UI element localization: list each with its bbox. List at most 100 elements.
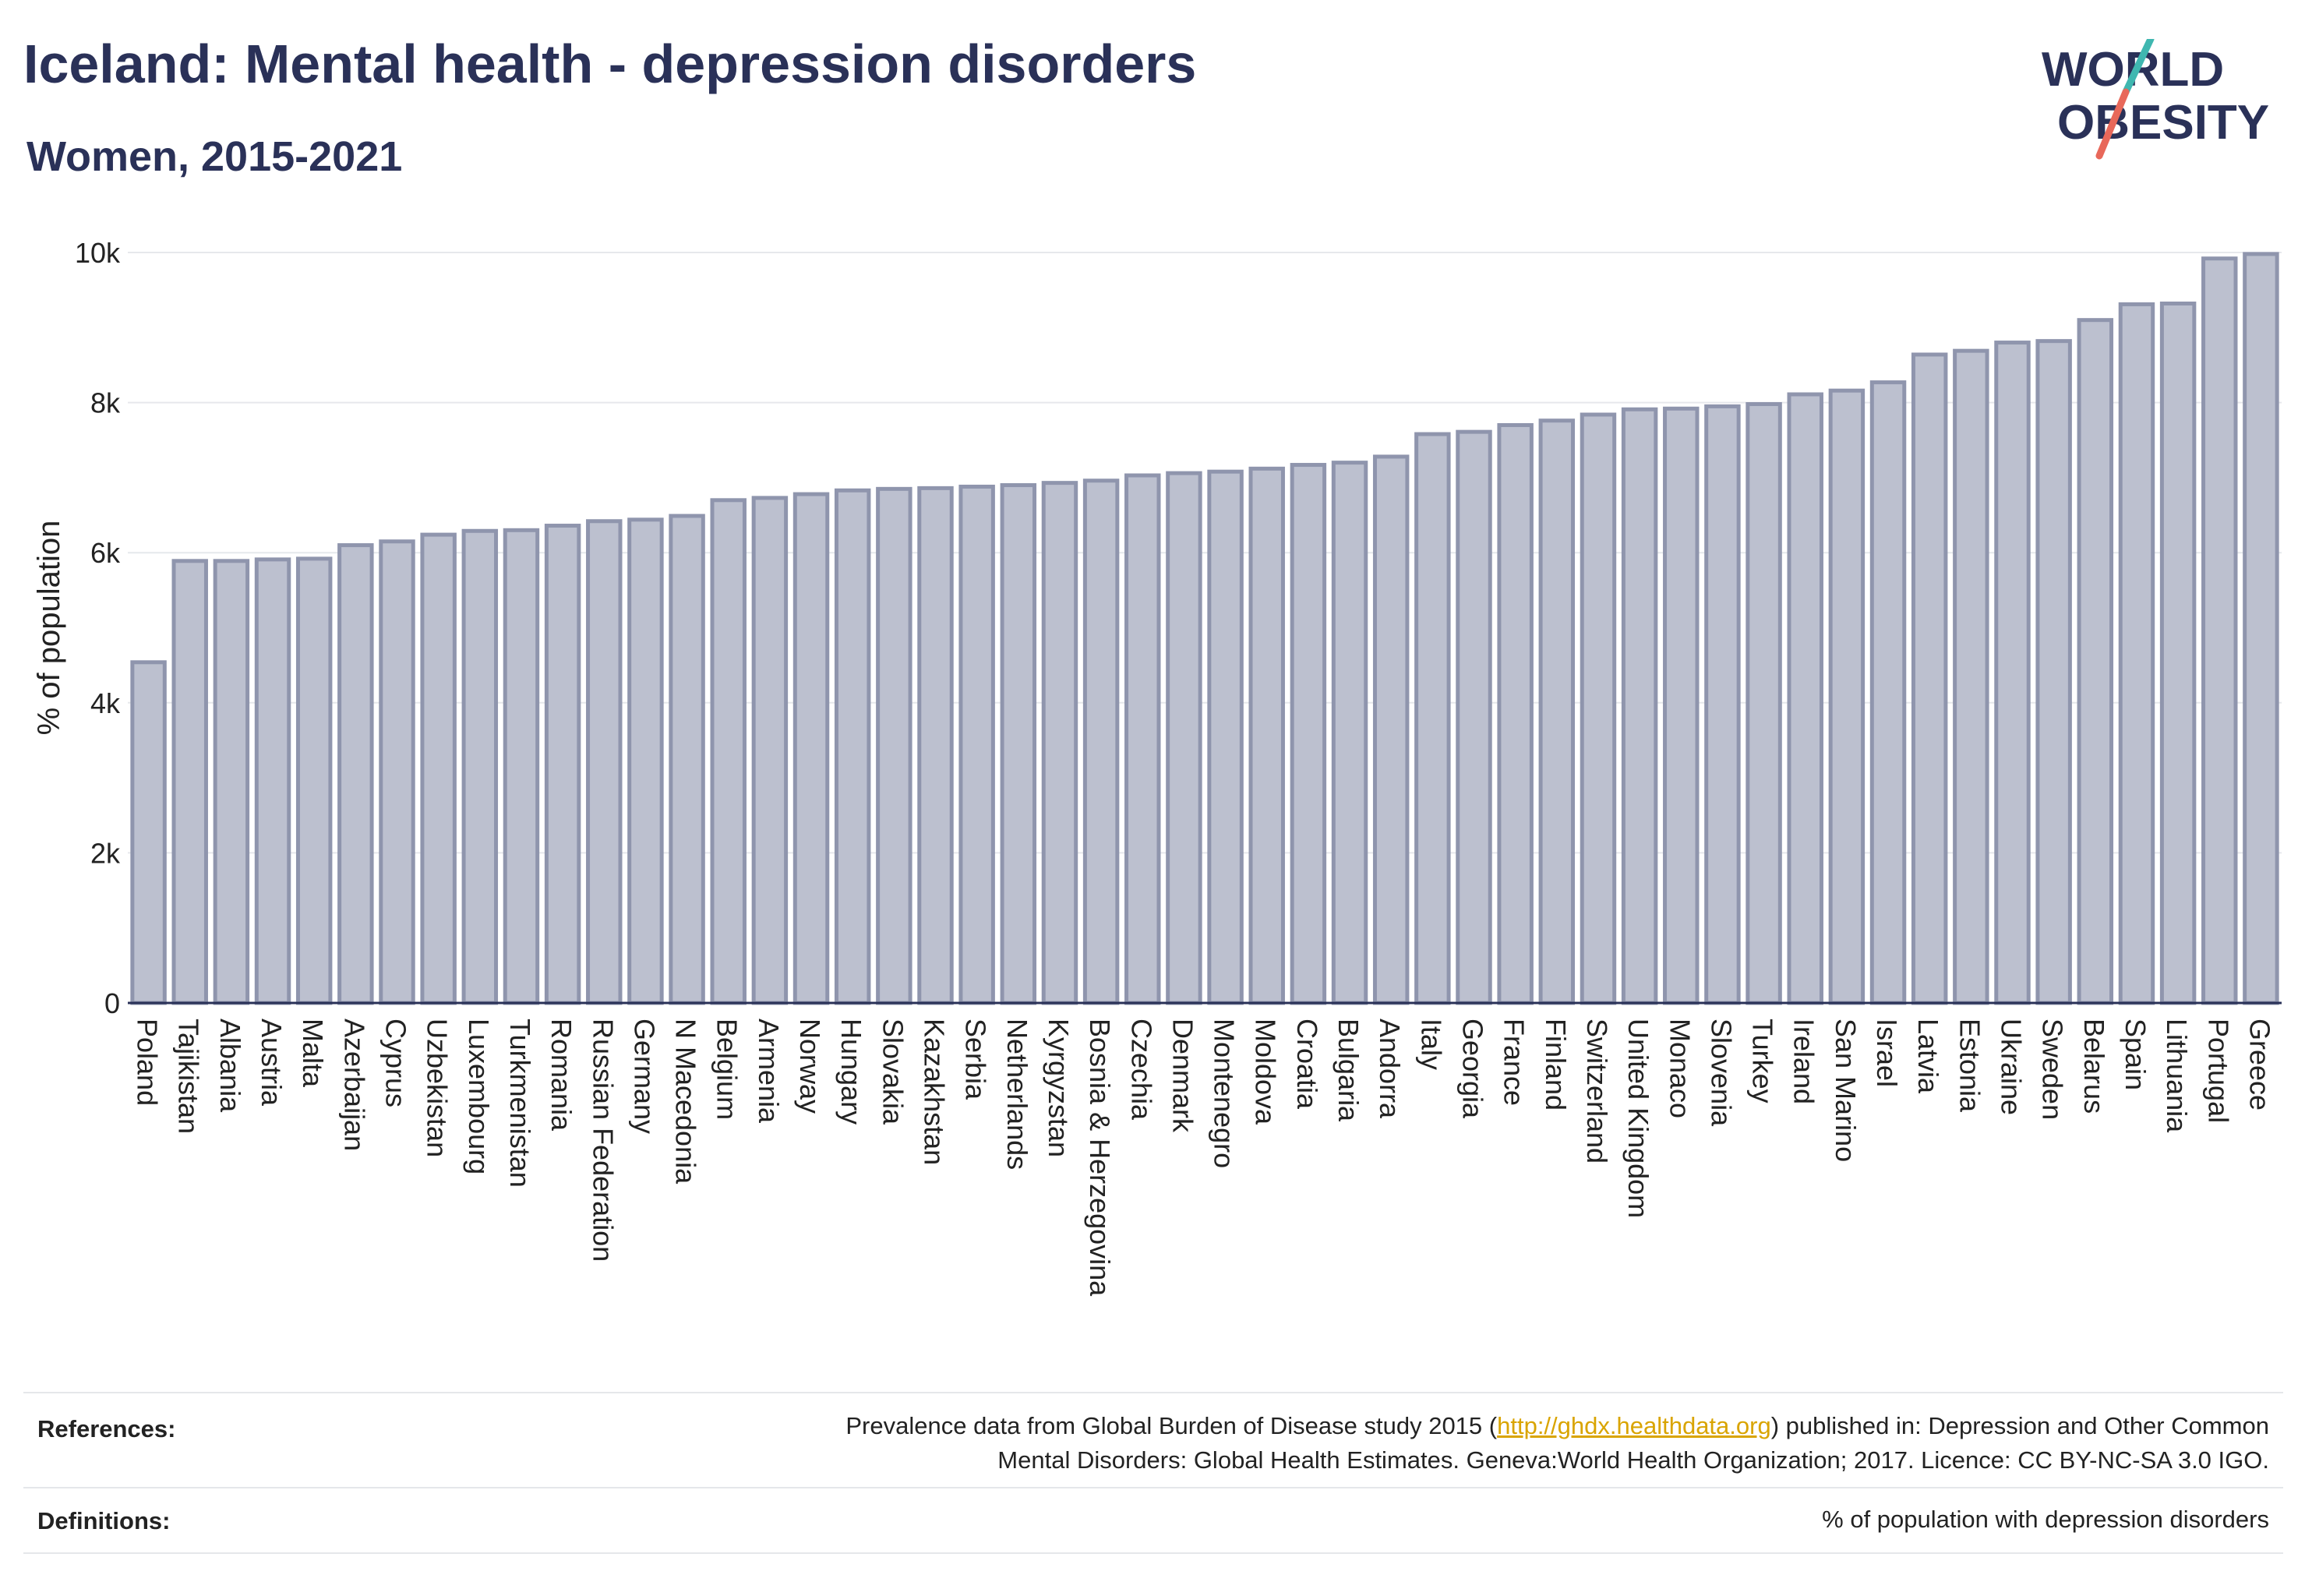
definitions-label: Definitions: [37,1507,171,1534]
bars [130,252,2279,1005]
bar[interactable] [379,539,415,1005]
bar[interactable] [2201,256,2238,1005]
bar[interactable] [627,517,664,1005]
x-tick-label: Belgium [711,1019,743,1120]
x-tick-label: Belarus [2078,1019,2110,1114]
bar[interactable] [876,486,912,1005]
x-tick-label: Serbia [960,1019,992,1100]
bar[interactable] [1456,429,1492,1005]
bar[interactable] [503,528,540,1005]
bar[interactable] [1331,461,1368,1005]
references-row: References: Prevalence data from Global … [23,1392,2283,1488]
bar[interactable] [461,528,499,1005]
world-obesity-logo[interactable]: WORLD OBESITY [2034,39,2291,164]
bar[interactable] [1746,402,1782,1005]
bar[interactable] [1704,404,1741,1005]
x-tick-label: Austria [256,1019,288,1107]
logo-slash-red [2095,88,2130,160]
x-tick-label: Bulgaria [1333,1019,1364,1122]
chart-title: Iceland: Mental health - depression diso… [23,34,1197,94]
bar[interactable] [792,492,830,1005]
bar[interactable] [1869,380,1907,1005]
x-tick-label: Croatia [1291,1019,1323,1110]
x-tick-label: Turkmenistan [504,1019,536,1188]
bar[interactable] [1207,469,1244,1005]
x-tick-label: Bosnia & Herzegovina [1084,1019,1116,1297]
logo-slash-teal [2122,39,2155,96]
y-tick-label: 4k [90,687,121,719]
bar[interactable] [1372,454,1410,1005]
bar[interactable] [1124,473,1161,1005]
x-tick-label: Lithuania [2161,1019,2193,1133]
x-tick-label: Armenia [753,1019,785,1124]
bar[interactable] [1497,422,1534,1005]
x-tick-label: N Macedonia [670,1019,702,1185]
x-tick-label: Poland [132,1019,164,1106]
x-tick-label: Kyrgyzstan [1043,1019,1075,1157]
bar[interactable] [1953,348,1989,1005]
bar[interactable] [1621,407,1658,1005]
x-tick-label: Slovenia [1705,1019,1737,1127]
bar[interactable] [213,559,250,1005]
bar[interactable] [2243,252,2279,1005]
y-tick-label: 10k [75,237,121,269]
bar[interactable] [1538,418,1576,1005]
bar[interactable] [1041,481,1078,1005]
bar[interactable] [2077,318,2114,1005]
bar[interactable] [2035,339,2072,1005]
bar[interactable] [1290,463,1327,1005]
references-link[interactable]: http://ghdx.healthdata.org [1497,1412,1771,1439]
bar[interactable] [130,660,167,1005]
x-tick-label: Andorra [1374,1019,1406,1119]
x-tick-label: Azerbaijan [338,1019,370,1151]
bar[interactable] [295,556,333,1005]
bar[interactable] [1082,478,1120,1005]
bar[interactable] [544,524,581,1005]
x-tick-label: Albania [214,1019,246,1113]
bar[interactable] [1580,412,1617,1005]
bar[interactable] [337,543,374,1005]
x-tick-label: Denmark [1167,1019,1198,1133]
chart-subtitle: Women, 2015-2021 [26,133,403,180]
bar[interactable] [1828,388,1866,1005]
x-tick-label: Luxembourg [463,1019,495,1174]
x-tick-label: Tajikistan [173,1019,205,1134]
bar[interactable] [586,519,623,1005]
x-tick-label: Latvia [1912,1019,1944,1094]
x-tick-label: Kazakhstan [919,1019,951,1165]
bar[interactable] [669,514,705,1005]
x-tick-label: Italy [1415,1019,1447,1070]
bar[interactable] [1166,471,1202,1005]
references-label: References: [37,1415,176,1442]
x-tick-label: Georgia [1457,1019,1489,1119]
bar[interactable] [751,496,789,1005]
x-tick-label: Ireland [1788,1019,1820,1104]
bar[interactable] [254,557,291,1005]
x-tick-label: Slovakia [877,1019,909,1125]
x-tick-label: Cyprus [380,1019,412,1107]
bar[interactable] [2159,301,2197,1005]
bar[interactable] [834,488,871,1005]
x-tick-label: Spain [2120,1019,2151,1090]
x-tick-label: Norway [794,1019,826,1114]
y-axis-label: % of population [32,521,66,736]
bar[interactable] [420,532,457,1005]
bar[interactable] [2118,302,2155,1005]
x-tick-label: Moldova [1250,1019,1282,1125]
bar[interactable] [917,486,954,1005]
x-tick-label: Sweden [2037,1019,2069,1120]
bar[interactable] [710,498,747,1005]
bar[interactable] [1248,466,1285,1005]
x-tick-label: Germany [628,1019,660,1134]
bar[interactable] [171,559,208,1005]
bar[interactable] [958,484,995,1005]
logo-line2: OBESITY [2057,96,2269,150]
bar[interactable] [1994,341,2031,1005]
x-tick-label: Romania [545,1019,577,1132]
bar[interactable] [1000,483,1037,1005]
bar[interactable] [1787,392,1823,1005]
bar[interactable] [1911,352,1948,1005]
x-tick-label: Estonia [1954,1019,1986,1113]
bar[interactable] [1414,432,1451,1005]
bar[interactable] [1663,406,1700,1005]
